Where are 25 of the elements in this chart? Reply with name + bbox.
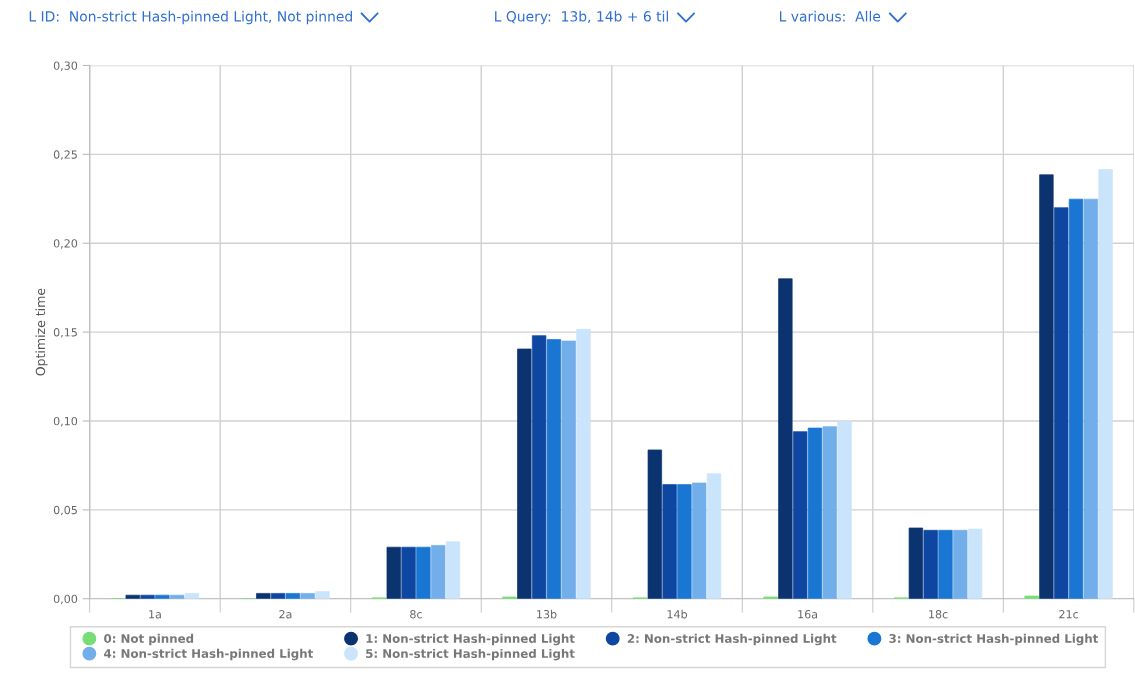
legend-label: 0: Not pinned	[104, 633, 194, 646]
legend-label: 4: Non-strict Hash-pinned Light	[104, 648, 313, 661]
text: L Query: 13b, 14b + 6 til	[495, 10, 668, 25]
legend-label: 1: Non-strict Hash-pinned Light	[366, 633, 575, 646]
text: L various: Alle	[779, 10, 881, 22]
x-tick-label: 21c	[1059, 610, 1079, 619]
y-tick-label: 0,10	[53, 416, 78, 427]
x-tick-label: 8c	[410, 610, 422, 619]
legend-label: 5: Non-strict Hash-pinned Light	[366, 648, 575, 661]
legend-label: 3: Non-strict Hash-pinned Light	[889, 633, 1099, 646]
x-tick-label: 14b	[667, 609, 688, 619]
x-tick-label: 2a	[279, 610, 292, 619]
y-axis-title: Optimize time	[35, 288, 48, 376]
y-tick-label: 0,15	[53, 328, 77, 338]
x-tick-label: 18c	[929, 610, 948, 619]
x-tick-label: 13b	[537, 609, 557, 619]
y-tick-label: 0,25	[53, 150, 77, 160]
y-tick-label: 0,20	[53, 239, 78, 249]
legend-label: 2: Non-strict Hash-pinned Light	[627, 633, 837, 646]
text: L ID: Non-strict Hash-pinned Light, Not pinned	[29, 10, 352, 25]
y-tick-label: 0,00	[53, 594, 78, 605]
x-tick-label: 1a	[149, 610, 161, 619]
y-tick-label: 0,30	[53, 61, 78, 71]
y-tick-label: 0,05	[53, 505, 77, 516]
x-tick-label: 16a	[798, 610, 818, 619]
